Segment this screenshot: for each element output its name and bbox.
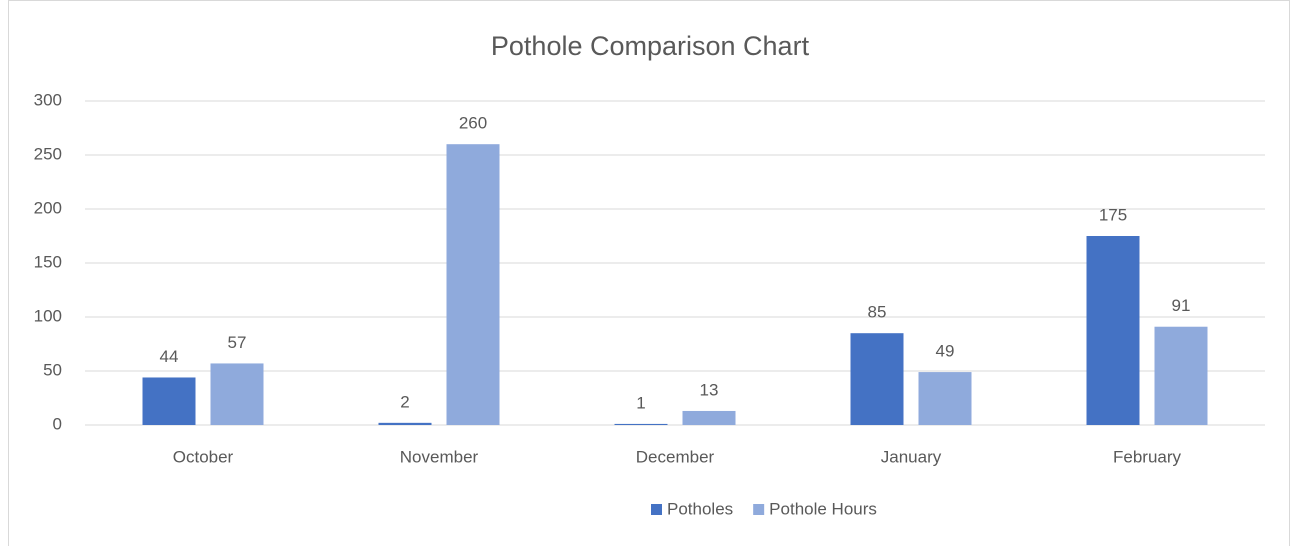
x-tick-label: December: [636, 447, 715, 466]
x-tick-label: November: [400, 447, 479, 466]
legend-swatch: [753, 504, 765, 515]
legend-label: Potholes: [667, 499, 733, 518]
data-label: 57: [228, 333, 247, 352]
bar: [682, 410, 736, 425]
y-tick-label: 0: [53, 414, 62, 433]
bar: [142, 377, 196, 425]
legend-swatch: [651, 504, 662, 515]
bar: [210, 363, 264, 425]
bar: [378, 422, 432, 425]
chart-title: Pothole Comparison Chart: [491, 31, 810, 61]
bar: [1154, 326, 1208, 425]
y-tick-label: 250: [34, 144, 62, 163]
x-tick-label: February: [1113, 447, 1182, 466]
y-tick-label: 50: [43, 360, 62, 379]
data-label: 49: [936, 342, 955, 361]
y-tick-label: 300: [34, 90, 62, 109]
x-tick-label: October: [173, 447, 234, 466]
data-label: 2: [400, 392, 409, 411]
legend-label: Pothole Hours: [769, 499, 877, 518]
data-label: 175: [1099, 205, 1127, 224]
data-label: 1: [636, 393, 645, 412]
bar: [614, 423, 668, 425]
bar: [1086, 236, 1140, 425]
y-tick-label: 200: [34, 198, 62, 217]
bar: [850, 333, 904, 425]
data-label: 85: [868, 303, 887, 322]
data-label: 13: [700, 380, 719, 399]
data-label: 91: [1172, 296, 1191, 315]
x-tick-label: January: [881, 447, 942, 466]
y-tick-label: 150: [34, 252, 62, 271]
bar: [446, 144, 500, 425]
chart-border: [8, 0, 1290, 546]
data-label: 260: [459, 114, 487, 133]
bar: [918, 372, 972, 425]
y-tick-label: 100: [34, 306, 62, 325]
data-label: 44: [160, 347, 179, 366]
